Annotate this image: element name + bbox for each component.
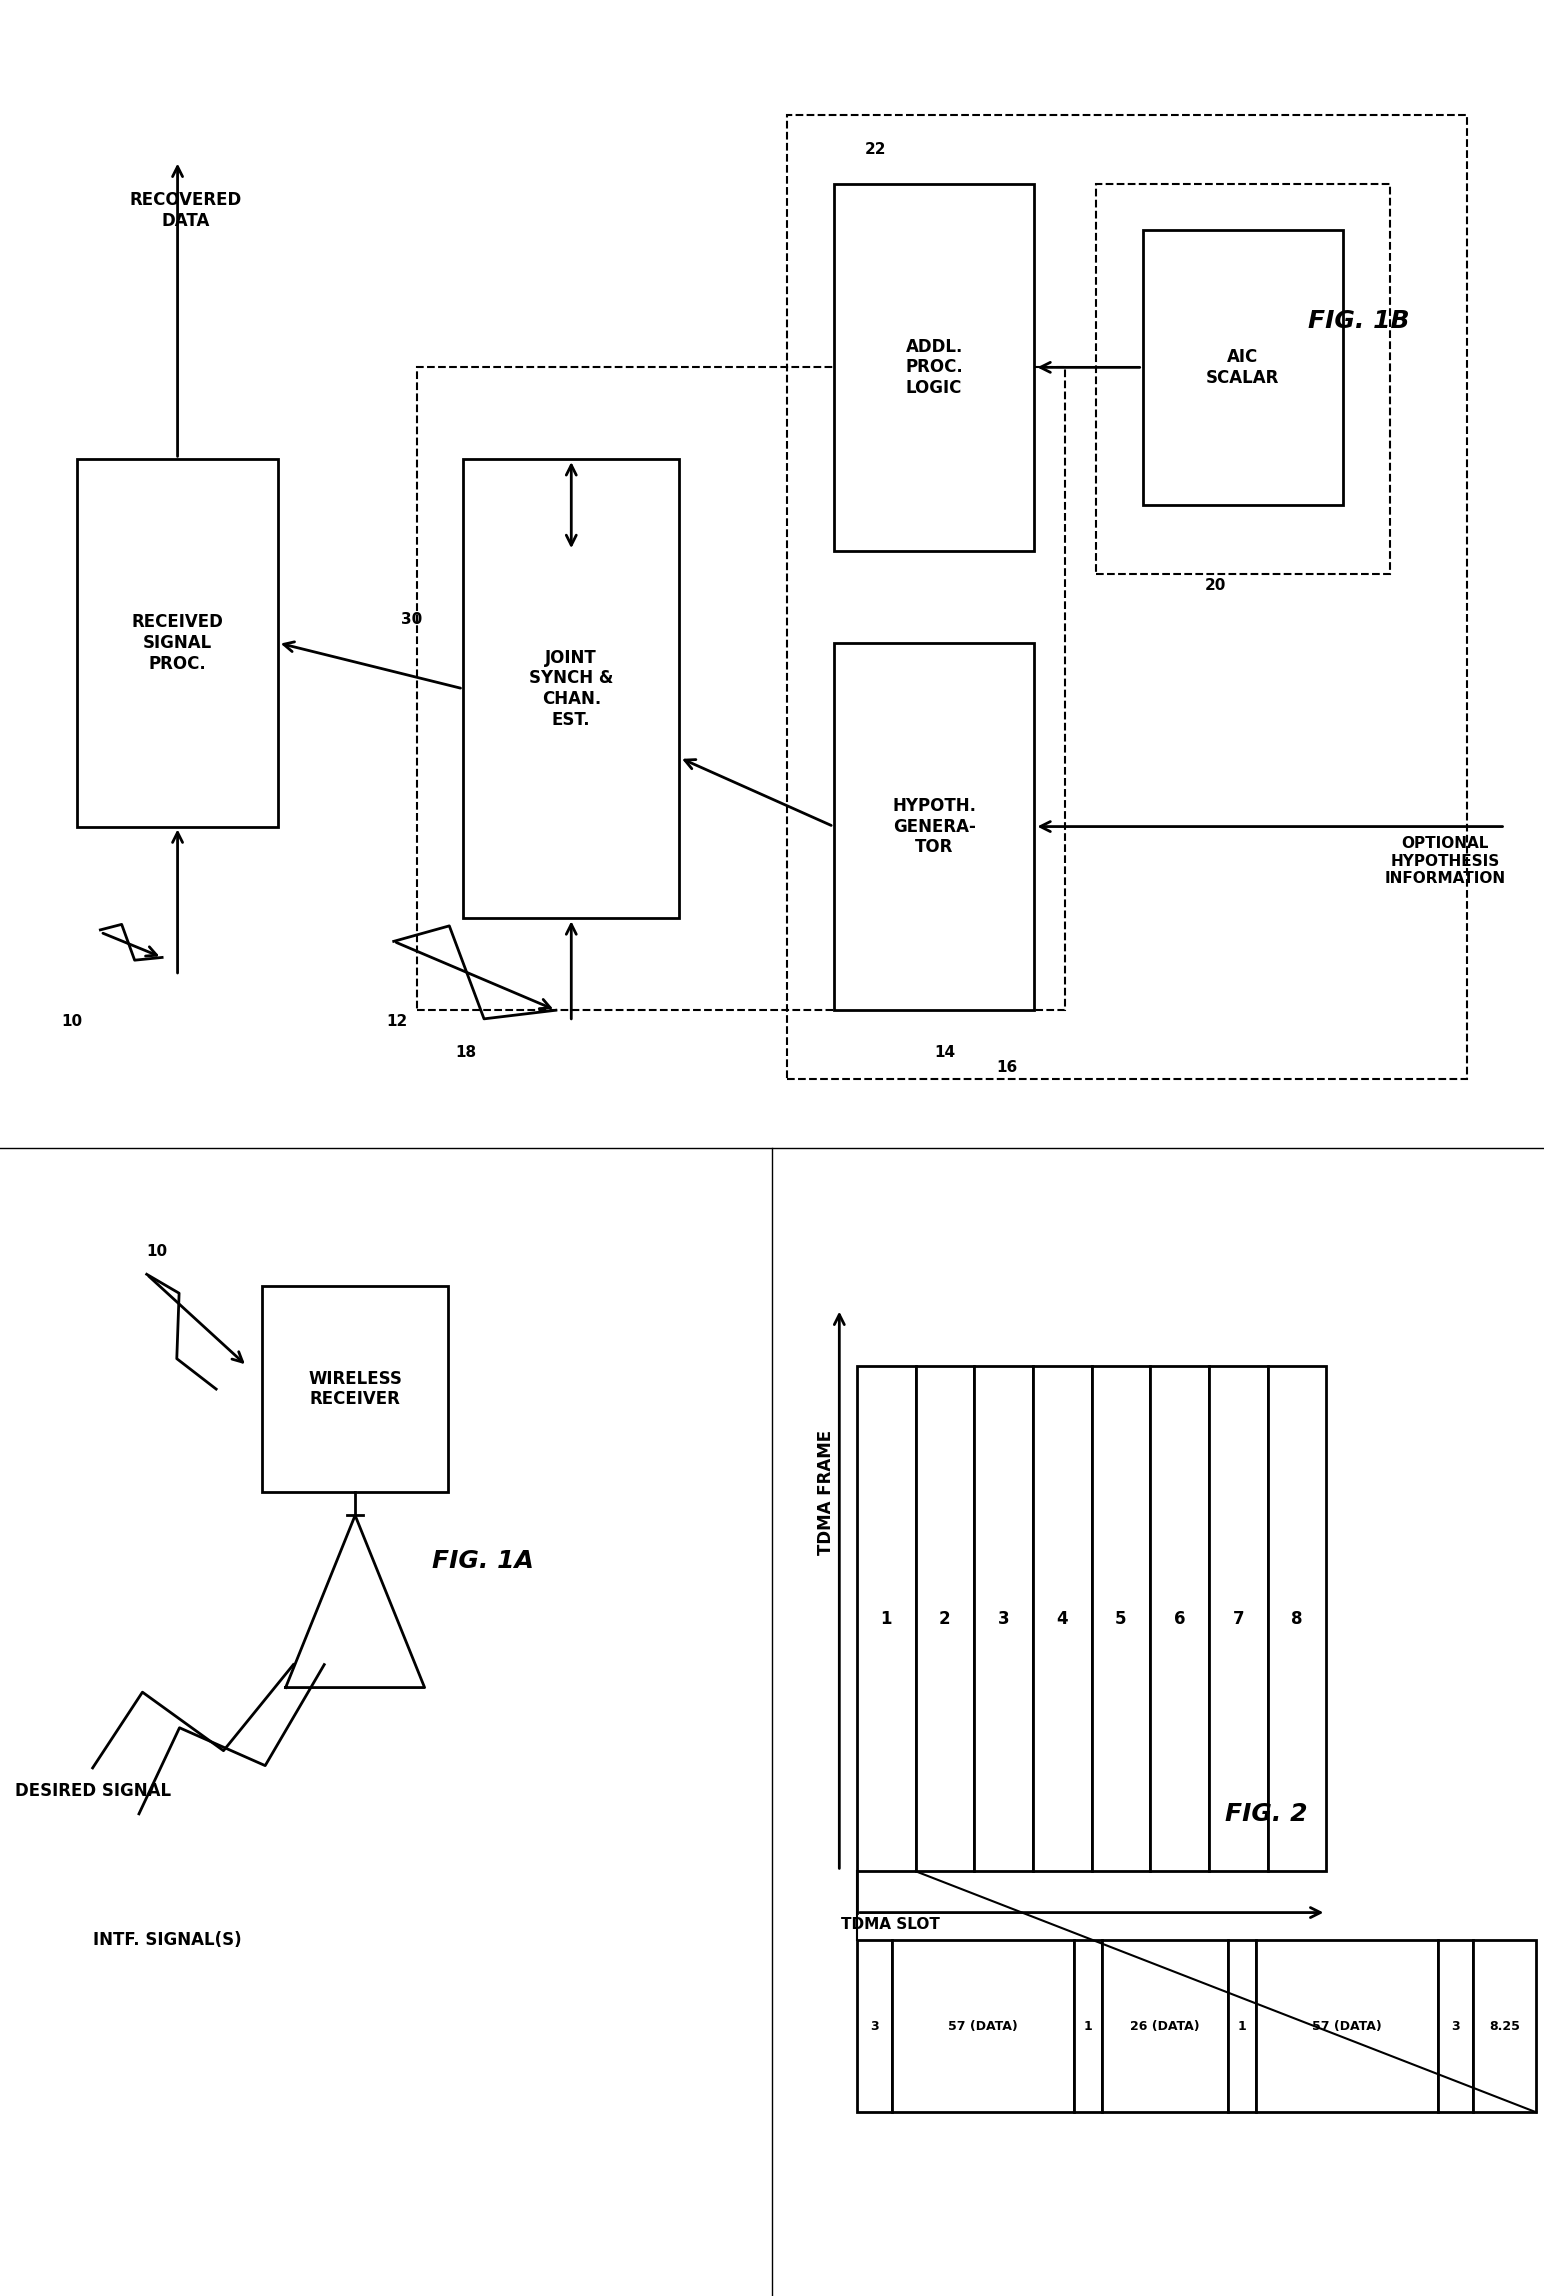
Text: 1: 1 [880, 1609, 892, 1628]
Bar [1473, 1940, 1536, 2112]
Bar [1150, 1366, 1209, 1871]
Text: INTF. SIGNAL(S): INTF. SIGNAL(S) [93, 1931, 241, 1949]
Bar [1227, 1940, 1257, 2112]
Bar [857, 1940, 892, 2112]
Text: WIRELESS
RECEIVER: WIRELESS RECEIVER [309, 1371, 401, 1407]
Text: 1: 1 [1084, 2020, 1093, 2032]
Bar [1092, 1366, 1150, 1871]
Bar [463, 459, 679, 918]
Text: 12: 12 [386, 1015, 408, 1029]
Text: ADDL.
PROC.
LOGIC: ADDL. PROC. LOGIC [905, 338, 963, 397]
Text: FIG. 2: FIG. 2 [1224, 1802, 1308, 1825]
Text: 4: 4 [1056, 1609, 1068, 1628]
Bar [262, 1286, 448, 1492]
Text: OPTIONAL
HYPOTHESIS
INFORMATION: OPTIONAL HYPOTHESIS INFORMATION [1385, 836, 1505, 886]
Text: 18: 18 [455, 1045, 477, 1061]
Text: 14: 14 [934, 1045, 956, 1061]
Text: 16: 16 [996, 1061, 1017, 1075]
Text: JOINT
SYNCH &
CHAN.
EST.: JOINT SYNCH & CHAN. EST. [530, 647, 613, 730]
Text: 10: 10 [62, 1015, 83, 1029]
Bar [892, 1940, 1075, 2112]
Text: 22: 22 [865, 142, 886, 156]
Text: AIC
SCALAR: AIC SCALAR [1206, 349, 1280, 386]
Text: HYPOTH.
GENERA-
TOR: HYPOTH. GENERA- TOR [892, 797, 976, 856]
Bar [1209, 1366, 1268, 1871]
Bar [834, 184, 1034, 551]
Bar [1257, 1940, 1437, 2112]
Text: RECEIVED
SIGNAL
PROC.: RECEIVED SIGNAL PROC. [131, 613, 224, 673]
Bar [1143, 230, 1343, 505]
Bar [857, 1366, 916, 1871]
Text: 57 (DATA): 57 (DATA) [948, 2020, 1017, 2032]
Text: 26 (DATA): 26 (DATA) [1130, 2020, 1200, 2032]
Text: 2: 2 [939, 1609, 951, 1628]
Text: 5: 5 [1115, 1609, 1127, 1628]
Text: TDMA FRAME: TDMA FRAME [817, 1430, 835, 1554]
Bar [1437, 1940, 1473, 2112]
Bar [1096, 184, 1390, 574]
Bar [77, 459, 278, 827]
Text: 3: 3 [997, 1609, 1010, 1628]
Text: TDMA SLOT: TDMA SLOT [841, 1917, 940, 1933]
Bar [1075, 1940, 1102, 2112]
Bar [417, 367, 1065, 1010]
Bar [1268, 1366, 1326, 1871]
Text: 1: 1 [1238, 2020, 1246, 2032]
Text: DESIRED SIGNAL: DESIRED SIGNAL [15, 1782, 171, 1800]
Text: 3: 3 [1451, 2020, 1461, 2032]
Text: 3: 3 [871, 2020, 879, 2032]
Text: 10: 10 [147, 1244, 168, 1258]
Text: 57 (DATA): 57 (DATA) [1312, 2020, 1382, 2032]
Text: RECOVERED
DATA: RECOVERED DATA [130, 191, 241, 230]
Text: 6: 6 [1173, 1609, 1186, 1628]
Bar [787, 115, 1467, 1079]
Bar [1102, 1940, 1227, 2112]
Text: 7: 7 [1232, 1609, 1244, 1628]
Bar [916, 1366, 974, 1871]
Text: FIG. 1B: FIG. 1B [1308, 310, 1410, 333]
Bar [974, 1366, 1033, 1871]
Text: 20: 20 [1204, 579, 1226, 592]
Text: 8: 8 [1291, 1609, 1303, 1628]
Bar [1033, 1366, 1092, 1871]
Text: 30: 30 [401, 613, 423, 627]
Text: FIG. 1A: FIG. 1A [432, 1550, 534, 1573]
Text: 8.25: 8.25 [1490, 2020, 1521, 2032]
Bar [834, 643, 1034, 1010]
